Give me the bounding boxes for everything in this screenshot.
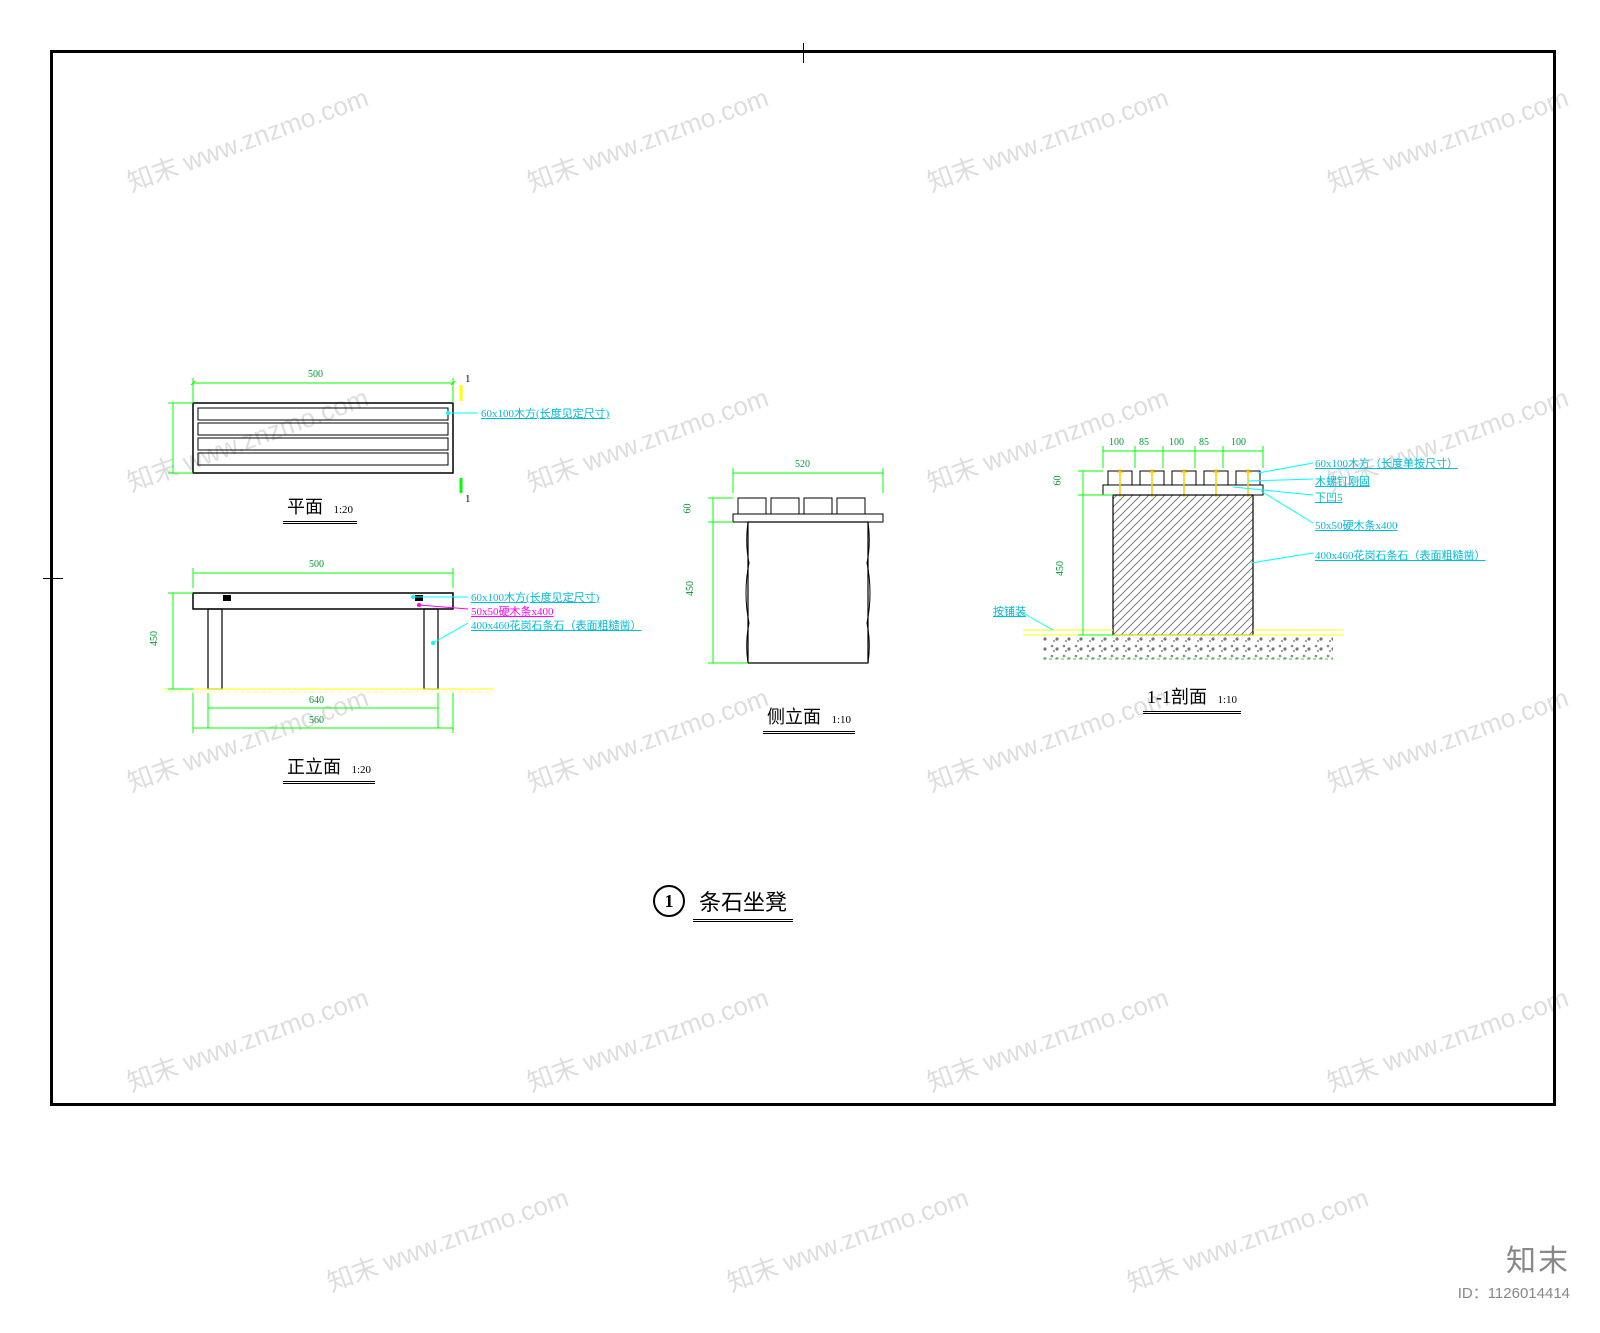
sec-annot-r3: 下凹5 — [1315, 489, 1343, 505]
section-title: 1-1剖面 1:10 — [1143, 683, 1241, 714]
sec-annot-r1: 60x100木方（长度单按尺寸） — [1315, 455, 1458, 471]
front-dim-left: 450 — [149, 631, 160, 646]
sec-annot-l1: 按铺装 — [993, 603, 1026, 619]
side-scale: 1:10 — [832, 714, 852, 726]
side-dim-l1: 450 — [685, 581, 696, 596]
front-dim-bot1: 640 — [309, 695, 324, 706]
plan-view: 500 60x100木方(长度见定尺寸) 1 1 平面 1:20 — [143, 343, 543, 513]
side-dim-top: 520 — [795, 459, 810, 470]
side-title: 侧立面 1:10 — [763, 703, 855, 734]
plan-section-mark-top: 1 — [465, 373, 471, 385]
sheet-number-circle: 1 — [653, 885, 685, 917]
sheet-title-text: 条石坐凳 — [699, 890, 787, 915]
front-title: 正立面 1:20 — [283, 753, 375, 784]
sheet-number: 1 — [665, 891, 674, 911]
brand-id: ID：1126014414 — [1458, 1282, 1570, 1303]
brand-block: 知末 ID：1126014414 — [1458, 1236, 1570, 1303]
front-dim-bot2: 560 — [309, 715, 324, 726]
sec-dim-4: 85 — [1199, 437, 1209, 448]
sec-annot-r4: 50x50硬木条x400 — [1315, 517, 1398, 533]
sec-dim-3: 100 — [1169, 437, 1184, 448]
plan-section-mark-bot: 1 — [465, 493, 471, 505]
watermark-text: 知末 www.znzmo.com — [321, 1178, 573, 1300]
front-title-text: 正立面 — [287, 757, 341, 777]
section-scale: 1:10 — [1218, 694, 1238, 706]
brand-name: 知末 — [1458, 1236, 1570, 1280]
side-dim-l2: 60 — [683, 504, 694, 514]
border-tick-top — [803, 43, 804, 63]
border-tick-left — [43, 578, 63, 579]
drawing-border: 500 60x100木方(长度见定尺寸) 1 1 平面 1:20 — [50, 50, 1556, 1106]
sec-annot-r2: 木螺钉刚固 — [1315, 473, 1370, 489]
sheet-main-title: 条石坐凳 — [693, 885, 793, 922]
plan-title-text: 平面 — [287, 497, 323, 517]
section-title-text: 1-1剖面 — [1147, 687, 1207, 707]
section-view: 100 85 100 85 100 60 450 60x100木方（长度单按尺寸… — [1013, 423, 1493, 763]
plan-drawing — [143, 343, 543, 513]
sec-dim-2: 85 — [1139, 437, 1149, 448]
sec-dim-l1: 450 — [1055, 561, 1066, 576]
front-dim-top: 500 — [309, 559, 324, 570]
side-title-text: 侧立面 — [767, 707, 821, 727]
plan-title: 平面 1:20 — [283, 493, 357, 524]
sec-dim-l2: 60 — [1053, 476, 1064, 486]
plan-scale: 1:20 — [334, 504, 354, 516]
front-scale: 1:20 — [352, 764, 372, 776]
plan-dim-top: 500 — [308, 369, 323, 380]
front-annot-3: 400x460花岗石条石（表面粗糙凿） — [471, 617, 642, 633]
plan-annot-1: 60x100木方(长度见定尺寸) — [481, 405, 609, 421]
watermark-text: 知末 www.znzmo.com — [721, 1178, 973, 1300]
sec-dim-1: 100 — [1109, 437, 1124, 448]
section-drawing — [1013, 423, 1493, 763]
side-view: 520 60 450 侧立面 1:10 — [663, 443, 943, 763]
sec-annot-r5: 400x460花岗石条石（表面粗糙凿） — [1315, 547, 1486, 563]
sec-dim-5: 100 — [1231, 437, 1246, 448]
front-view: 500 450 640 560 60x100木方(长度见定尺寸) 50x50硬木… — [123, 543, 563, 803]
watermark-text: 知末 www.znzmo.com — [1121, 1178, 1373, 1300]
